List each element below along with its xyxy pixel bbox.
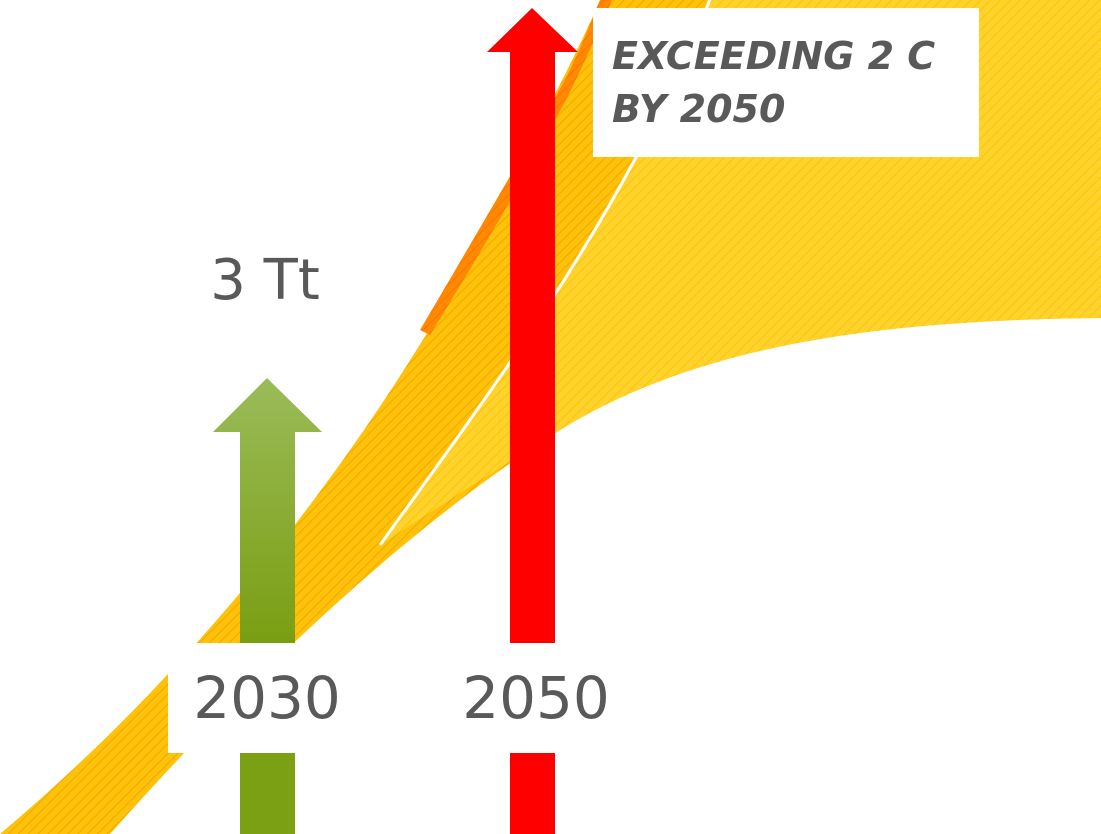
- callout-line-1: EXCEEDING 2 C: [612, 34, 936, 78]
- year-label-2050-text: 2050: [462, 664, 610, 732]
- amount-label: 3 Tt: [210, 248, 320, 313]
- year-label-2030-text: 2030: [193, 664, 341, 732]
- green-arrow: [213, 378, 322, 834]
- year-label-2030: 2030: [168, 643, 366, 753]
- red-arrow: [487, 8, 578, 834]
- callout-line-2: BY 2050: [612, 87, 786, 131]
- callout-box: EXCEEDING 2 C BY 2050: [593, 8, 979, 157]
- year-label-2050: 2050: [447, 643, 625, 753]
